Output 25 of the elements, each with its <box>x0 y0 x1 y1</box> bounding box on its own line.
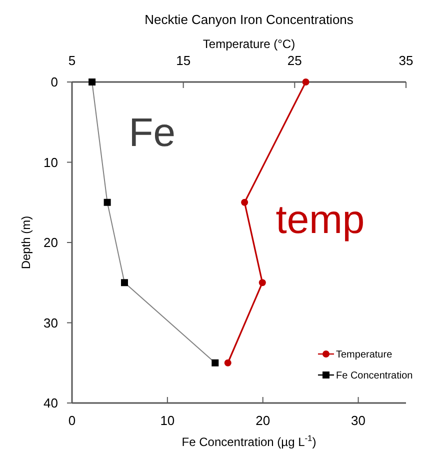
y-tick-label: 20 <box>44 235 58 250</box>
x-tick-label: 0 <box>68 413 76 428</box>
annotation: temp <box>276 198 365 242</box>
point <box>88 78 96 86</box>
point <box>212 359 219 366</box>
chart-title: Necktie Canyon Iron Concentrations <box>144 12 354 27</box>
x-tick-label: 20 <box>256 413 270 428</box>
x-tick-label: 30 <box>351 413 366 428</box>
x-axis-title: Fe Concentration (µg L$^{-1}$) <box>182 433 316 449</box>
y-tick-label: 10 <box>44 154 58 170</box>
y-tick-label: 30 <box>44 315 58 330</box>
legend-label: Temperature <box>336 350 393 360</box>
x2-tick-label: 15 <box>176 53 191 68</box>
y-tick-label: 0 <box>50 74 58 90</box>
point <box>120 279 128 286</box>
x2-tick-label: 35 <box>398 53 414 68</box>
y-tick-label: 40 <box>44 396 58 411</box>
annotation: Fe <box>128 111 176 156</box>
y-axis-title: Depth (m) <box>19 216 33 270</box>
legend-label: Fe Concentration <box>336 370 413 382</box>
x2-axis-title: Temperature (°C) <box>202 37 296 51</box>
x2-tick-label: 25 <box>287 53 302 68</box>
x-tick-label: 10 <box>160 413 175 428</box>
x2-tick-label: 5 <box>68 53 76 68</box>
point <box>104 198 111 206</box>
